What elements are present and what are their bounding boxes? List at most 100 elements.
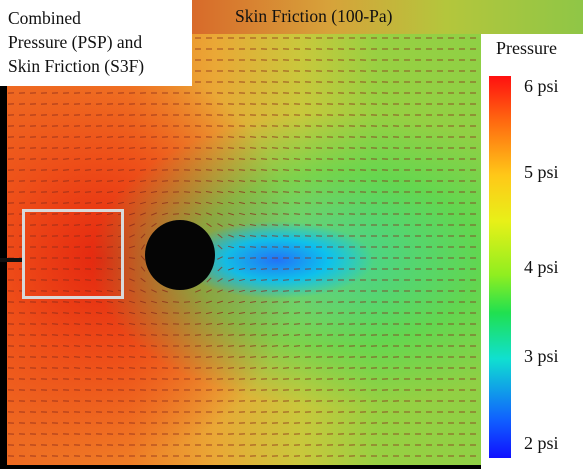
friction-vector xyxy=(95,235,103,237)
friction-vector xyxy=(128,169,136,171)
friction-vector xyxy=(95,312,103,314)
friction-vector xyxy=(260,279,268,281)
friction-vector xyxy=(95,323,103,325)
friction-vector xyxy=(249,279,257,281)
friction-vector xyxy=(129,223,135,227)
friction-vector xyxy=(271,312,279,314)
friction-vector xyxy=(249,224,257,226)
friction-vector xyxy=(117,312,125,314)
colorbar-tick-2psi: 2 psi xyxy=(524,433,559,453)
friction-vector xyxy=(227,169,235,171)
friction-vector xyxy=(216,345,224,347)
friction-vector xyxy=(228,223,234,227)
friction-vector xyxy=(128,212,136,216)
friction-vector xyxy=(238,212,246,216)
friction-vector xyxy=(95,301,103,303)
friction-vector xyxy=(238,180,246,182)
friction-vector xyxy=(150,191,158,193)
friction-vector xyxy=(117,345,125,347)
friction-vector xyxy=(260,301,268,303)
friction-vector xyxy=(139,191,147,193)
friction-vector xyxy=(183,301,191,303)
friction-vector xyxy=(227,311,235,315)
friction-vector xyxy=(151,289,157,293)
cylinder-model xyxy=(145,220,215,290)
friction-vector xyxy=(217,277,223,283)
caption-line-1: Combined xyxy=(8,8,81,28)
friction-vector xyxy=(84,290,92,292)
friction-vector xyxy=(161,312,169,314)
friction-vector xyxy=(139,334,147,336)
friction-vector xyxy=(106,213,114,215)
friction-vector xyxy=(84,224,92,226)
friction-vector xyxy=(106,279,114,281)
friction-vector xyxy=(228,278,234,282)
friction-vector xyxy=(128,323,136,325)
friction-vector xyxy=(106,290,114,292)
colorbar-tick-6psi: 6 psi xyxy=(524,76,559,96)
friction-vector xyxy=(216,201,224,205)
friction-vector xyxy=(161,212,169,216)
friction-vector xyxy=(238,323,246,325)
friction-vector xyxy=(227,300,235,304)
friction-vector xyxy=(205,191,213,193)
friction-vector xyxy=(227,257,235,259)
friction-vector xyxy=(140,289,146,293)
friction-vector xyxy=(140,223,146,227)
friction-vector xyxy=(238,278,246,282)
friction-vector xyxy=(106,345,114,347)
friction-vector xyxy=(205,201,213,205)
friction-vector xyxy=(260,169,268,171)
friction-vector xyxy=(228,289,234,293)
friction-vector xyxy=(128,257,136,259)
pressure-field xyxy=(7,34,481,465)
pressure-field-top xyxy=(192,0,583,40)
friction-vector xyxy=(95,180,103,182)
friction-vector xyxy=(238,201,246,205)
friction-vector xyxy=(238,246,246,248)
friction-vector xyxy=(139,323,147,325)
friction-vector xyxy=(161,202,169,204)
friction-vector xyxy=(183,213,191,215)
friction-vector xyxy=(205,334,213,336)
friction-vector xyxy=(249,169,257,171)
friction-vector xyxy=(106,224,114,226)
friction-vector xyxy=(249,235,257,237)
friction-vector xyxy=(95,279,103,281)
caption-line-2: Pressure (PSP) and xyxy=(8,32,143,52)
friction-vector xyxy=(249,323,257,325)
friction-vector xyxy=(150,334,158,336)
friction-vector xyxy=(260,224,268,226)
friction-vector xyxy=(117,323,125,325)
friction-vector xyxy=(227,345,235,347)
model-sting xyxy=(0,258,22,262)
friction-vector xyxy=(238,334,246,336)
friction-vector xyxy=(260,202,268,204)
friction-vector xyxy=(128,300,136,304)
friction-vector xyxy=(106,202,114,204)
friction-vector xyxy=(260,191,268,193)
friction-vector xyxy=(260,213,268,215)
legend-title: Pressure xyxy=(496,38,557,58)
friction-vector xyxy=(271,323,279,325)
friction-vector xyxy=(84,301,92,303)
friction-vector xyxy=(206,222,212,228)
friction-vector xyxy=(128,201,136,205)
friction-vector xyxy=(140,266,146,272)
friction-vector xyxy=(216,311,224,315)
friction-vector xyxy=(129,234,135,238)
friction-vector xyxy=(106,301,114,303)
friction-vector xyxy=(106,268,114,270)
friction-vector xyxy=(84,213,92,215)
friction-vector xyxy=(106,323,114,325)
friction-vector xyxy=(216,180,224,182)
friction-vector xyxy=(217,256,223,260)
friction-vector xyxy=(139,180,147,182)
friction-vector xyxy=(238,312,246,314)
friction-vector xyxy=(129,267,135,271)
friction-vector xyxy=(139,201,147,205)
friction-vector xyxy=(106,334,114,336)
plot-title: Skin Friction (100-Pa) xyxy=(235,6,393,26)
friction-vector xyxy=(194,323,202,325)
